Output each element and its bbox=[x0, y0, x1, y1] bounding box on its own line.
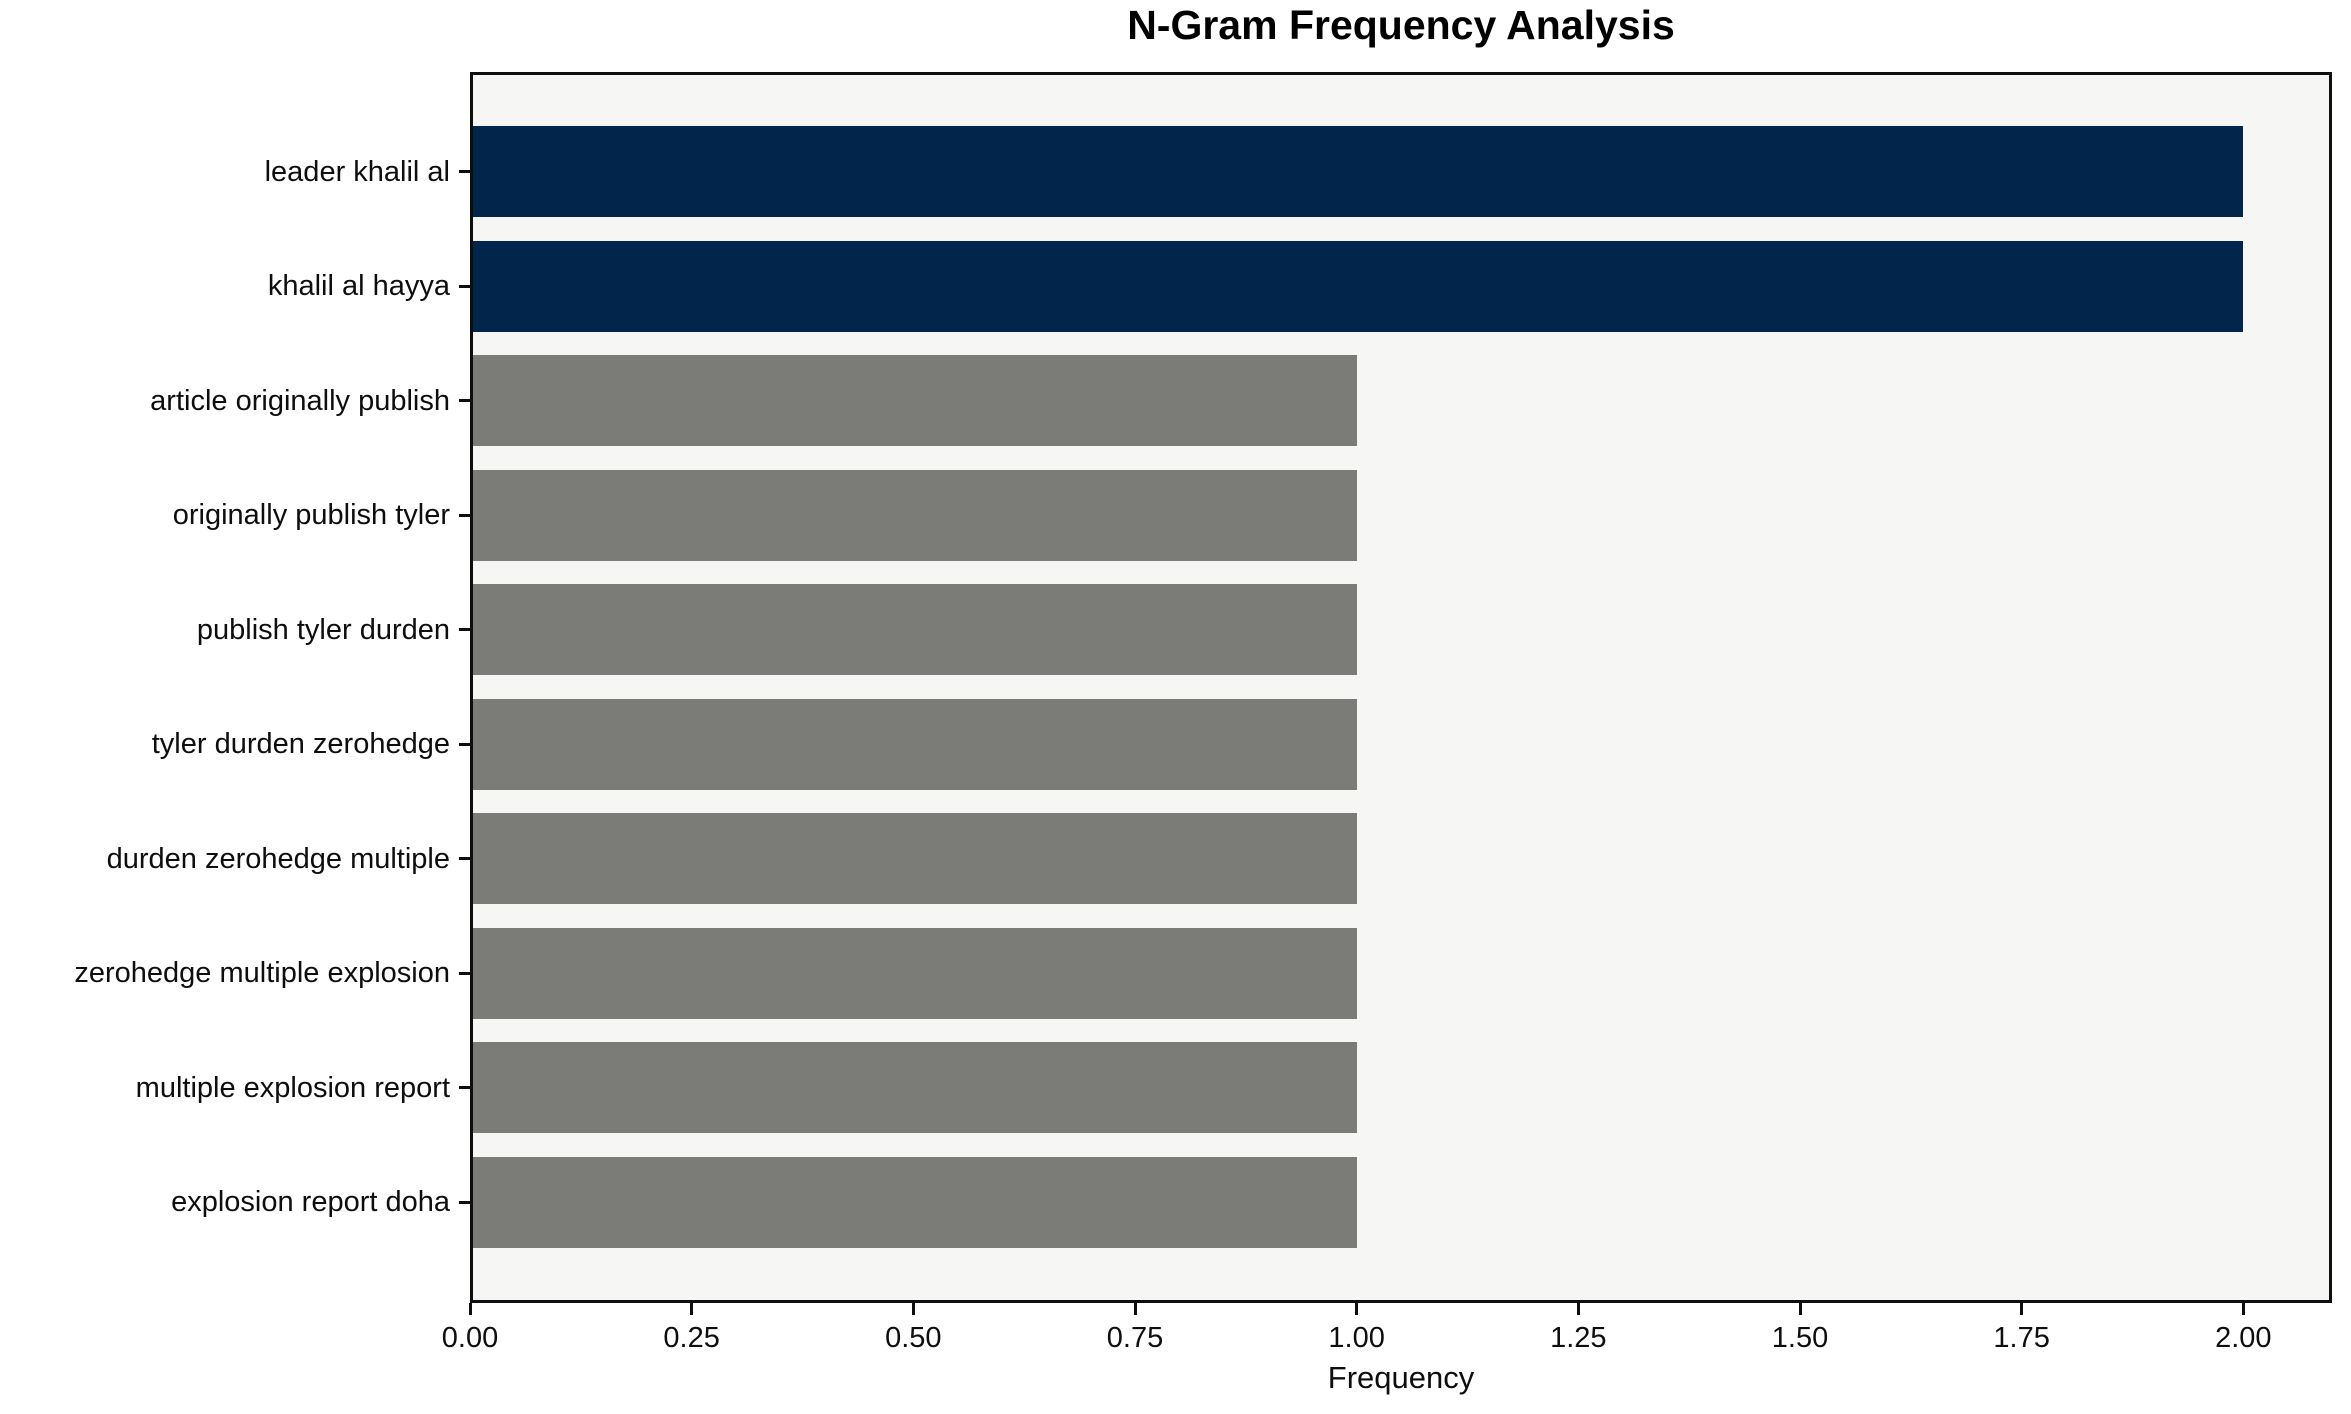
bar bbox=[470, 813, 1357, 904]
y-tick-mark bbox=[459, 399, 470, 402]
y-tick-mark bbox=[459, 1086, 470, 1089]
y-tick-mark bbox=[459, 742, 470, 746]
bar bbox=[470, 1042, 1357, 1133]
x-tick-mark bbox=[690, 1303, 694, 1315]
x-axis-title: Frequency bbox=[1327, 1360, 1475, 1395]
y-tick-label: durden zerohedge multiple bbox=[106, 842, 450, 875]
x-tick-label: 1.25 bbox=[1550, 1322, 1607, 1354]
bar bbox=[470, 1156, 1357, 1248]
y-tick-label: article originally publish bbox=[150, 384, 450, 417]
y-tick-mark bbox=[459, 170, 470, 173]
x-tick-mark bbox=[2020, 1303, 2024, 1315]
y-tick-label: leader khalil al bbox=[264, 155, 450, 188]
y-tick-label: khalil al hayya bbox=[267, 270, 450, 302]
x-tick-label: 0.50 bbox=[885, 1322, 942, 1354]
x-tick-mark bbox=[1798, 1303, 1802, 1315]
y-tick-mark bbox=[459, 284, 470, 288]
bar bbox=[470, 584, 1357, 675]
x-tick-label: 0.00 bbox=[441, 1322, 499, 1354]
bar bbox=[470, 469, 1357, 561]
bar bbox=[470, 927, 1357, 1019]
y-tick-label: zerohedge multiple explosion bbox=[74, 957, 450, 989]
x-tick-mark bbox=[468, 1303, 472, 1315]
y-tick-mark bbox=[459, 628, 470, 631]
x-tick-mark bbox=[2241, 1303, 2245, 1315]
bar bbox=[470, 355, 1357, 446]
y-tick-label: originally publish tyler bbox=[172, 499, 450, 531]
x-tick-label: 1.00 bbox=[1328, 1322, 1385, 1354]
y-tick-mark bbox=[459, 971, 470, 975]
bar bbox=[470, 240, 2243, 332]
x-tick-label: 1.50 bbox=[1771, 1322, 1829, 1354]
y-tick-label: explosion report doha bbox=[171, 1186, 450, 1218]
x-tick-mark bbox=[1576, 1303, 1580, 1315]
x-tick-label: 0.75 bbox=[1106, 1322, 1164, 1354]
chart-title: N-Gram Frequency Analysis bbox=[1127, 2, 1675, 48]
x-tick-label: 1.75 bbox=[1993, 1322, 2050, 1354]
x-tick-mark bbox=[1355, 1303, 1359, 1315]
y-tick-mark bbox=[459, 513, 470, 517]
x-tick-label: 2.00 bbox=[2215, 1322, 2272, 1354]
x-tick-mark bbox=[1133, 1303, 1137, 1315]
y-tick-mark bbox=[459, 1200, 470, 1204]
plot-area bbox=[470, 72, 2332, 1303]
x-tick-label: 0.25 bbox=[663, 1322, 720, 1354]
y-tick-mark bbox=[459, 857, 470, 860]
x-tick-mark bbox=[911, 1303, 915, 1315]
y-tick-label: publish tyler durden bbox=[196, 613, 450, 646]
bar bbox=[470, 126, 2243, 217]
bar bbox=[470, 698, 1357, 790]
y-tick-label: tyler durden zerohedge bbox=[151, 728, 450, 760]
y-tick-label: multiple explosion report bbox=[135, 1071, 450, 1104]
